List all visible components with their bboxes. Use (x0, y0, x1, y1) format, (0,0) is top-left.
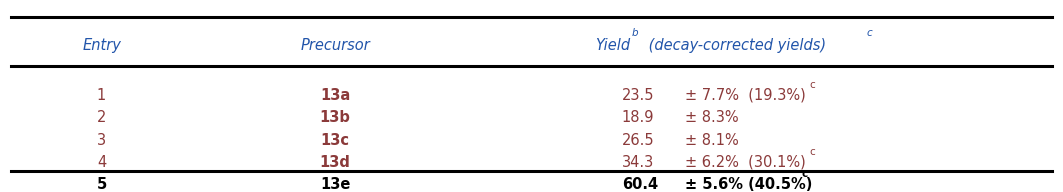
Text: Entry: Entry (82, 38, 121, 53)
Text: Yield: Yield (595, 38, 630, 53)
Text: 34.3: 34.3 (622, 155, 654, 170)
Text: 18.9: 18.9 (622, 110, 654, 125)
Text: Precursor: Precursor (300, 38, 370, 53)
Text: ± 6.2%  (30.1%): ± 6.2% (30.1%) (686, 155, 806, 170)
Text: 23.5: 23.5 (622, 88, 654, 103)
Text: ± 8.3%: ± 8.3% (686, 110, 739, 125)
Text: 26.5: 26.5 (622, 132, 655, 148)
Text: 5: 5 (97, 177, 106, 192)
Text: 4: 4 (97, 155, 106, 170)
Text: 3: 3 (97, 132, 106, 148)
Text: 2: 2 (97, 110, 106, 125)
Text: (decay-corrected yields): (decay-corrected yields) (644, 38, 826, 53)
Text: c: c (867, 28, 873, 38)
Text: c: c (802, 169, 808, 179)
Text: 1: 1 (97, 88, 106, 103)
Text: 13c: 13c (321, 132, 350, 148)
Text: 13d: 13d (320, 155, 351, 170)
Text: 60.4: 60.4 (622, 177, 658, 192)
Text: c: c (810, 80, 815, 90)
Text: ± 5.6% (40.5%): ± 5.6% (40.5%) (686, 177, 813, 192)
Text: ± 8.1%: ± 8.1% (686, 132, 739, 148)
Text: 13e: 13e (320, 177, 351, 192)
Text: 13b: 13b (320, 110, 351, 125)
Text: c: c (810, 147, 815, 157)
Text: ± 7.7%  (19.3%): ± 7.7% (19.3%) (686, 88, 806, 103)
Text: b: b (631, 28, 638, 38)
Text: 13a: 13a (320, 88, 350, 103)
